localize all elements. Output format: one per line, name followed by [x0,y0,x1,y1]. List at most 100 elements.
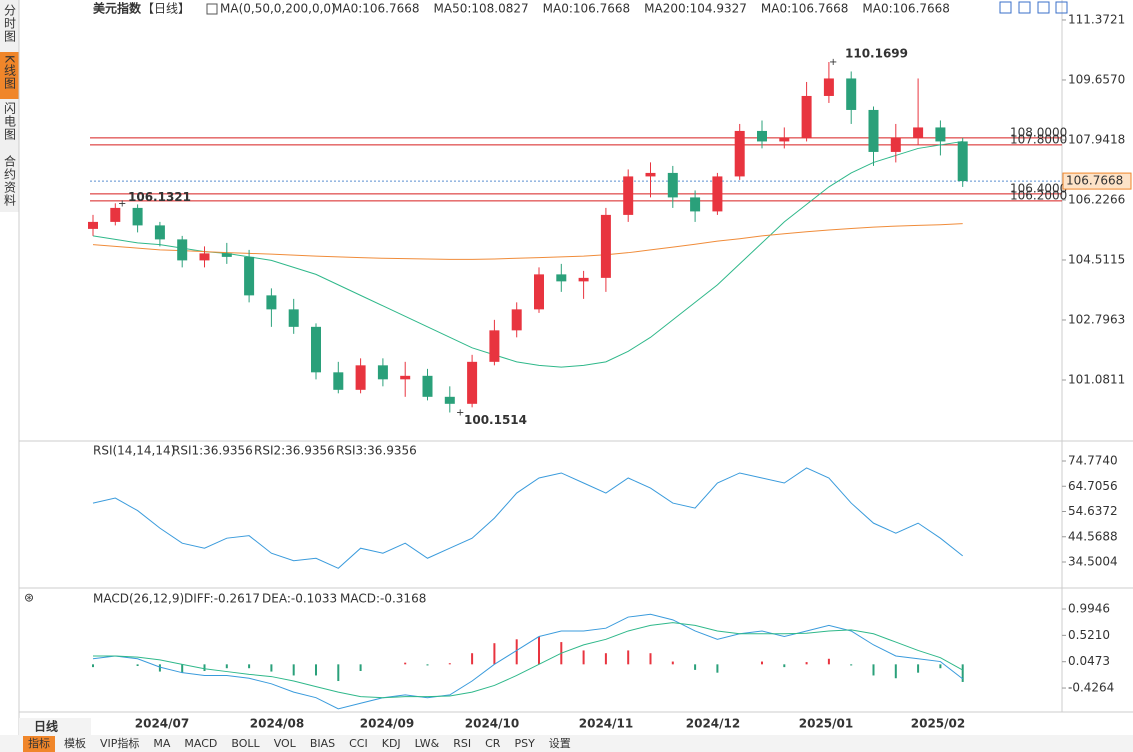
price-marker: + [829,57,837,68]
toolbar-item[interactable]: 模板 [64,736,86,750]
toolbar-item[interactable]: VOL [274,737,297,750]
macd-bar [671,661,674,665]
icon[interactable] [1018,1,1031,14]
y-tick-label: 101.0811 [1068,372,1125,386]
toolbar-item[interactable]: MA [153,737,170,750]
candle-body [489,330,500,362]
toolbar-item[interactable]: PSY [514,737,535,750]
macd-legend: DEA:-0.1033 [262,592,337,606]
macd-bar [805,662,808,665]
y-tick-label: 109.6570 [1068,72,1125,86]
toolbar-item[interactable]: RSI [453,737,471,750]
legend-item: MA50:108.0827 [434,2,529,16]
x-tick-label: 2024/07 [135,717,189,731]
sidebar-tab[interactable]: K线图 [3,55,17,90]
macd-bar [850,664,853,666]
toolbar-item[interactable]: LW& [415,737,440,750]
candle-body [779,137,790,142]
level-label: 106.4000 [1010,181,1067,195]
macd-bar [136,664,139,667]
candle-body [890,137,901,152]
candle-body [757,130,767,142]
macd-title: MACD(26,12,9) [93,592,184,606]
macd-bar [761,661,763,665]
macd-bar [627,650,630,665]
sidebar-tab[interactable]: 分时图 [3,4,17,43]
candle-body [244,256,255,296]
y-tick-label: 64.7056 [1068,479,1118,493]
y-tick-label: 44.5688 [1068,529,1118,543]
candle-body [578,277,589,282]
legend-item: MA0:106.7668 [862,2,950,16]
macd-bar [538,636,540,665]
title: 美元指数 [93,1,142,16]
active-tab [0,52,19,99]
x-tick-label: 2024/08 [250,717,304,731]
period-tab[interactable] [19,718,91,735]
macd-bar [694,664,697,670]
y-tick-label: 0.9946 [1068,602,1110,616]
candle-body [422,375,433,397]
icon[interactable] [1055,1,1068,14]
toolbar-item[interactable]: CCI [349,737,368,750]
macd-bar [292,664,295,676]
y-tick-label: 102.7963 [1068,312,1125,326]
y-tick-label: 0.0473 [1068,654,1110,668]
period-tab-label[interactable]: 日线 [34,719,58,734]
candle-body [690,197,701,212]
x-tick-label: 2024/12 [686,717,740,731]
macd-bar [337,664,340,682]
candle-body [400,375,411,380]
legend-item: MA0:106.7668 [761,2,849,16]
macd-bar [783,664,786,668]
macd-bar [917,664,920,673]
rsi-legend: RSI3:36.9356 [336,444,417,458]
candle-body [623,176,634,215]
toolbar [0,735,1133,752]
rsi-title: RSI(14,14,14) [93,444,175,458]
last-price-box [1062,172,1132,190]
candle-body [846,78,857,110]
toolbar-item[interactable]: BOLL [231,737,260,750]
level-label: 108.0000 [1010,125,1067,139]
candle-body [154,225,165,240]
icon[interactable] [999,1,1012,14]
toolbar-item[interactable]: KDJ [382,737,401,750]
setting-icon[interactable] [206,3,218,15]
macd-bar [471,653,474,665]
candle-body [712,176,723,212]
window-icons [999,1,1068,14]
icon[interactable] [1037,1,1050,14]
toolbar-item[interactable]: BIAS [310,737,335,750]
y-tick-label: 54.6372 [1068,504,1118,518]
macd-bar [649,653,652,665]
macd-icon: ⊛ [24,591,34,605]
sidebar-tab[interactable]: 合约资料 [3,154,17,207]
toolbar-item[interactable]: CR [485,737,501,750]
candle-body [913,127,924,138]
candle-body [266,295,277,310]
candle-body [534,274,544,310]
macd-bar [716,664,719,673]
sidebar-tab[interactable]: 闪电图 [3,102,17,141]
candle-body [600,214,611,278]
ma-line [92,223,963,260]
toolbar-item[interactable]: 指标 [28,736,50,750]
candle-body [645,172,656,177]
toolbar-item[interactable]: 设置 [549,737,571,750]
candle-body [734,130,745,177]
period: 【日线】 [142,2,190,16]
candle-body [444,396,455,404]
candle-body [957,141,968,182]
dea-line [93,622,963,699]
price-marker: + [456,408,464,419]
y-tick-label: 107.9418 [1068,132,1125,146]
x-tick-label: 2024/09 [360,717,414,731]
macd-bar [448,663,451,665]
macd-bar [894,664,897,679]
toolbar-item[interactable]: MACD [184,737,217,750]
ma-setting: MA(0,50,0,200,0,0) [220,2,336,16]
macd-bar [203,664,206,672]
toolbar-item[interactable]: VIP指标 [100,736,139,750]
